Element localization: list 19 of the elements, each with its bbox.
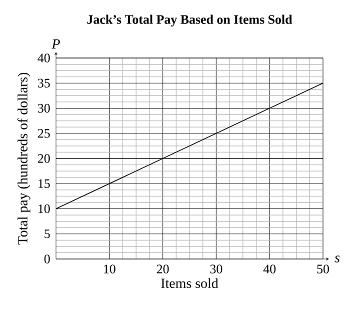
- y-tick-label: 35: [38, 78, 50, 88]
- y-tick-label: 0: [44, 254, 50, 264]
- text: s: [334, 256, 340, 262]
- y-tick-label: 20: [38, 154, 50, 163]
- y-tick-label: 15: [38, 179, 50, 188]
- text: P: [52, 39, 60, 48]
- x-tick-label: 30: [210, 264, 222, 274]
- x-tick-label: 10: [104, 264, 116, 274]
- x-axis-title: Items sold: [161, 278, 218, 288]
- y-axis-title: Total pay (hundreds of dollars): [17, 72, 30, 245]
- y-tick-label: 40: [38, 54, 50, 62]
- y-tick-label: 25: [38, 129, 50, 138]
- x-tick-label: 50: [317, 264, 329, 274]
- chart-title: Jack’s Total Pay Based on Items Sold: [87, 14, 292, 27]
- y-tick-label: 5: [44, 230, 50, 238]
- x-tick-label: 20: [156, 264, 169, 274]
- y-tick-label: 10: [38, 204, 50, 214]
- y-tick-label: 30: [38, 104, 50, 113]
- x-tick-label: 40: [263, 264, 276, 274]
